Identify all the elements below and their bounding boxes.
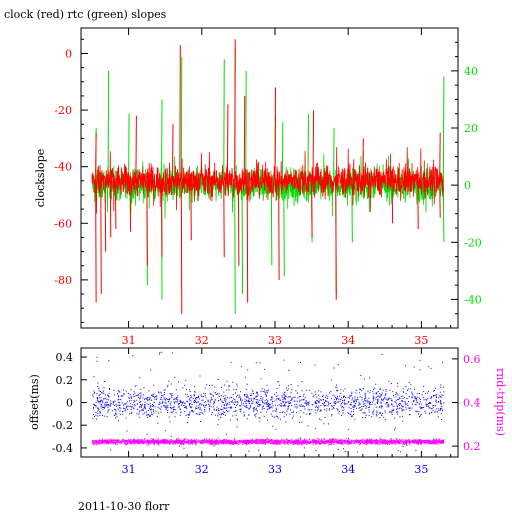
clock-spike bbox=[100, 180, 102, 295]
clock-spike bbox=[129, 180, 132, 232]
top-axes: 31 32 33 34 35 0 -20 -40 -60 -80 40 20 0 -20 -40 bbox=[54, 28, 482, 347]
bottom-xtick-label: 34 bbox=[341, 463, 355, 476]
bottom-plot-area bbox=[92, 351, 445, 453]
clock-spike bbox=[417, 180, 419, 229]
rnd-trip-series-points bbox=[92, 437, 445, 446]
rtc-spike bbox=[307, 113, 309, 186]
clock-spike bbox=[95, 132, 97, 181]
bottom-ytick-label: 0.2 bbox=[56, 374, 74, 387]
top-xtick-label: 35 bbox=[414, 334, 428, 347]
top-y2tick-label: -20 bbox=[464, 236, 482, 249]
clock-spike bbox=[179, 44, 181, 181]
bottom-y2label: rnd-trip(ms) bbox=[494, 368, 507, 436]
clock-spike bbox=[439, 132, 441, 181]
rtc-spike bbox=[351, 185, 353, 243]
figure-footer: 2011-10-30 florr bbox=[78, 500, 170, 512]
rtc-spike bbox=[270, 185, 273, 266]
clock-spike bbox=[237, 180, 240, 266]
clock-series-line bbox=[91, 146, 444, 214]
top-ytick-label: -60 bbox=[54, 217, 72, 230]
clock-spike bbox=[391, 180, 394, 224]
top-y2tick-label: 0 bbox=[464, 179, 471, 192]
bottom-xtick-label: 32 bbox=[195, 463, 209, 476]
top-xtick-label: 31 bbox=[122, 334, 136, 347]
top-y2tick-label: 40 bbox=[464, 65, 478, 78]
clock-spike bbox=[311, 180, 313, 238]
clock-spike bbox=[161, 180, 163, 258]
clock-spike bbox=[278, 180, 280, 280]
top-frame bbox=[80, 27, 459, 329]
clock-spike bbox=[180, 180, 183, 314]
bottom-xtick-label: 35 bbox=[414, 463, 428, 476]
top-y2tick-label: -40 bbox=[464, 293, 482, 306]
top-ytick-label: 0 bbox=[65, 47, 72, 60]
clock-spike bbox=[335, 180, 337, 300]
bottom-y2tick-label: 0.6 bbox=[463, 353, 481, 366]
rtc-spike bbox=[107, 70, 110, 186]
clock-spike bbox=[190, 180, 192, 241]
clock-spike bbox=[234, 39, 236, 181]
bottom-y2tick-label: 0.4 bbox=[463, 397, 481, 410]
top-plot-area bbox=[91, 39, 445, 314]
clock-spike bbox=[226, 104, 229, 181]
rtc-spike bbox=[161, 99, 163, 186]
clock-spike bbox=[114, 180, 117, 229]
rtc-spike bbox=[442, 76, 445, 186]
rtc-spike bbox=[283, 185, 285, 277]
bottom-ytick-label: 0.4 bbox=[56, 351, 74, 364]
clock-spike bbox=[274, 87, 276, 181]
clock-spike bbox=[243, 95, 246, 181]
bottom-ytick-label: -0.4 bbox=[52, 442, 73, 455]
top-xtick-label: 34 bbox=[341, 334, 355, 347]
rtc-spike bbox=[442, 185, 445, 243]
clock-spike bbox=[362, 138, 364, 181]
clock-spike bbox=[104, 180, 107, 252]
top-ytick-label: -40 bbox=[54, 161, 72, 174]
rtc-spike bbox=[180, 56, 183, 186]
clock-spike bbox=[109, 180, 112, 238]
clock-spike bbox=[439, 180, 441, 218]
bottom-panel: 31 32 33 34 35 0.4 0.2 0 -0.2 -0.4 0.6 0.4 0.2 offse… bbox=[28, 347, 507, 476]
bottom-xtick-label: 33 bbox=[268, 463, 282, 476]
clock-spike bbox=[172, 124, 174, 181]
rtc-spike bbox=[223, 59, 225, 186]
clock-spike bbox=[95, 180, 97, 303]
bottom-axes: 31 32 33 34 35 0.4 0.2 0 -0.2 -0.4 0.6 0.4 0.2 bbox=[52, 348, 481, 476]
bottom-ylabel: offset(ms) bbox=[28, 374, 41, 430]
top-xtick-label: 33 bbox=[268, 334, 282, 347]
offset-series-points bbox=[92, 351, 445, 453]
rtc-spike bbox=[281, 122, 284, 186]
top-ytick-label: -20 bbox=[54, 104, 72, 117]
top-xtick-label: 32 bbox=[195, 334, 209, 347]
rtc-spike bbox=[333, 127, 335, 186]
bottom-ytick-label: 0 bbox=[66, 397, 73, 410]
figure-title: clock (red) rtc (green) slopes bbox=[4, 8, 167, 21]
bottom-ytick-label: -0.2 bbox=[52, 419, 73, 432]
top-ylabel: clockslope bbox=[34, 149, 47, 207]
rtc-spike bbox=[245, 70, 247, 186]
top-panel: 31 32 33 34 35 0 -20 -40 -60 -80 40 20 0 -20 -40 clock… bbox=[34, 27, 482, 347]
rtc-spike bbox=[234, 185, 236, 314]
bottom-y2tick-label: 0.2 bbox=[463, 440, 481, 453]
clock-spike bbox=[223, 180, 225, 258]
clock-spike bbox=[246, 180, 249, 303]
clock-spike bbox=[312, 110, 315, 181]
top-ytick-label: -80 bbox=[54, 274, 72, 287]
rtc-spike bbox=[241, 185, 244, 294]
clock-spike bbox=[146, 180, 148, 266]
clock-spike bbox=[135, 115, 137, 181]
top-y2tick-label: 20 bbox=[464, 122, 478, 135]
bottom-xtick-label: 31 bbox=[122, 463, 136, 476]
